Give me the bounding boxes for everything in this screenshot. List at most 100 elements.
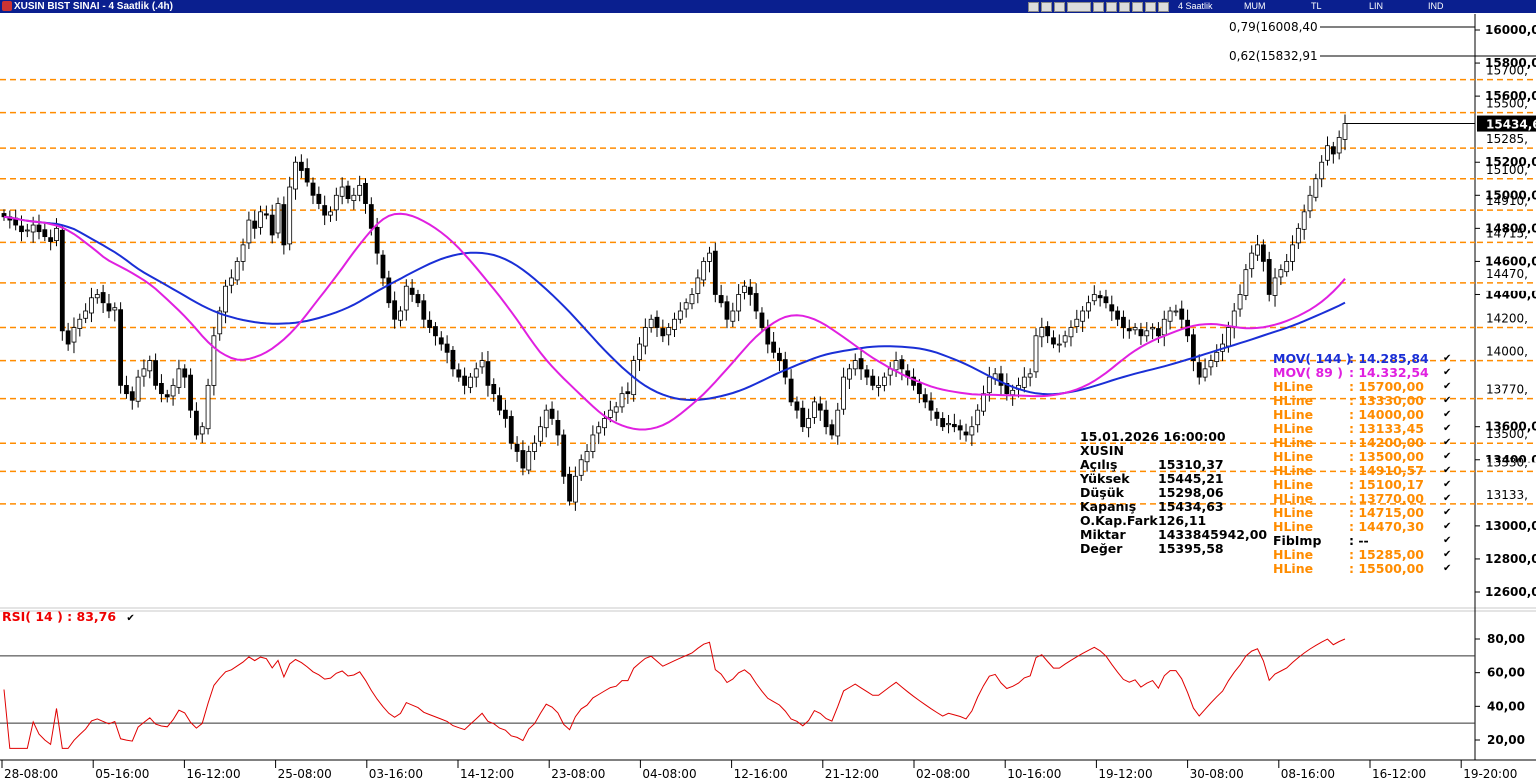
check-icon[interactable]: ✔ <box>1443 423 1452 434</box>
y-tick-label: 16000,0 <box>1485 23 1536 37</box>
x-tick-label: 28-08:00 <box>4 767 58 781</box>
legend-row[interactable]: MOV( 89 ): 14.332,54 ✔ <box>1273 366 1453 380</box>
toolbar-icon[interactable] <box>1067 1 1091 12</box>
x-tick-label: 02-08:00 <box>916 767 970 781</box>
candle-body <box>1173 310 1179 313</box>
toolbar-ind[interactable]: IND <box>1428 1 1444 11</box>
check-icon[interactable]: ✔ <box>126 613 135 624</box>
candle-body <box>555 420 561 436</box>
y-tick-label: 15000,0 <box>1485 188 1536 202</box>
legend-row[interactable]: HLine: 14910,57 ✔ <box>1273 464 1453 478</box>
rsi-y-tick-label: 80,00 <box>1487 632 1525 646</box>
legend-row[interactable]: MOV( 144 ): 14.285,84 ✔ <box>1273 352 1453 366</box>
candle-body <box>1027 373 1033 378</box>
candle-body <box>1330 146 1336 155</box>
legend-row[interactable]: HLine: 15285,00 ✔ <box>1273 548 1453 562</box>
candle-body <box>642 327 648 347</box>
legend-value: : 14910,57 <box>1349 463 1424 478</box>
check-icon[interactable]: ✔ <box>1443 395 1452 406</box>
info-value: 15434,63 <box>1158 499 1224 514</box>
legend-row[interactable]: HLine: 15500,00 ✔ <box>1273 562 1453 576</box>
legend-row[interactable]: HLine: 14715,00 ✔ <box>1273 506 1453 520</box>
candle-body <box>211 335 217 386</box>
hline-label: 14000, <box>1486 345 1528 359</box>
toolbar-icon[interactable] <box>1054 1 1065 12</box>
hline-label-bg <box>1477 274 1536 291</box>
legend-row[interactable]: HLine: 15100,17 ✔ <box>1273 478 1453 492</box>
candle-body <box>637 343 642 360</box>
toolbar-lin[interactable]: LIN <box>1369 1 1384 11</box>
check-icon[interactable]: ✔ <box>1443 479 1452 490</box>
legend-name: FibImp <box>1273 533 1322 548</box>
rsi-title: RSI( 14 ) : 83,76 ✔ <box>2 609 135 624</box>
toolbar-icon[interactable] <box>1093 1 1104 12</box>
candle-body <box>765 327 771 345</box>
check-icon[interactable]: ✔ <box>1443 507 1452 518</box>
toolbar-icon[interactable] <box>1158 1 1169 12</box>
check-icon[interactable]: ✔ <box>1443 437 1452 448</box>
candle-body <box>491 383 497 395</box>
hline-label-pad <box>1477 494 1536 499</box>
candle-body <box>1342 123 1348 140</box>
check-icon[interactable]: ✔ <box>1443 521 1452 532</box>
toolbar-icon[interactable] <box>1028 1 1039 12</box>
toolbar-period[interactable]: 4 Saatlik <box>1178 1 1213 11</box>
info-value: 15298,06 <box>1158 485 1224 500</box>
info-row: Değer 15395,58 <box>1080 542 1267 556</box>
candle-body <box>777 352 782 361</box>
check-icon[interactable]: ✔ <box>1443 549 1452 560</box>
candle-body <box>1080 310 1086 322</box>
legend-value: : 14470,30 <box>1349 519 1424 534</box>
candle-body <box>1295 227 1301 244</box>
toolbar-icon[interactable] <box>1106 1 1117 12</box>
toolbar-icon[interactable] <box>1041 1 1052 12</box>
candle-body <box>415 294 421 304</box>
check-icon[interactable]: ✔ <box>1443 535 1452 546</box>
legend-row[interactable]: HLine: 13133,45 ✔ <box>1273 422 1453 436</box>
candle-body <box>1010 389 1016 396</box>
candle-body <box>759 312 765 328</box>
check-icon[interactable]: ✔ <box>1443 493 1452 504</box>
check-icon[interactable]: ✔ <box>1443 563 1452 574</box>
candle-body <box>398 310 403 321</box>
check-icon[interactable]: ✔ <box>1443 367 1452 378</box>
toolbar-icon[interactable] <box>1132 1 1143 12</box>
toolbar-tl[interactable]: TL <box>1311 1 1322 11</box>
info-key: O.Kap.Fark <box>1080 513 1158 528</box>
legend-row[interactable]: FibImp: -- ✔ <box>1273 534 1453 548</box>
toolbar-icon[interactable] <box>1119 1 1130 12</box>
x-tick-label: 03-16:00 <box>369 767 423 781</box>
candle-body <box>30 224 36 233</box>
legend-row[interactable]: HLine: 13770,00 ✔ <box>1273 492 1453 506</box>
legend-value: : 15500,00 <box>1349 561 1424 576</box>
legend-row[interactable]: HLine: 14470,30 ✔ <box>1273 520 1453 534</box>
candle-body <box>298 161 304 171</box>
legend-name: MOV( 144 ) <box>1273 351 1352 366</box>
candle-body <box>829 424 835 436</box>
legend-row[interactable]: HLine: 13330,00 ✔ <box>1273 394 1453 408</box>
hline-label: 15100, <box>1486 163 1528 177</box>
candle-body <box>742 285 747 293</box>
candle-body <box>1325 145 1330 161</box>
legend-row[interactable]: HLine: 14200,00 ✔ <box>1273 436 1453 450</box>
legend-name: HLine <box>1273 435 1314 450</box>
candle-body <box>1231 310 1237 328</box>
check-icon[interactable]: ✔ <box>1443 451 1452 462</box>
check-icon[interactable]: ✔ <box>1443 465 1452 476</box>
candle-body <box>263 213 269 216</box>
legend-value: : 14.285,84 <box>1349 351 1429 366</box>
legend-row[interactable]: HLine: 14000,00 ✔ <box>1273 408 1453 422</box>
check-icon[interactable]: ✔ <box>1443 381 1452 392</box>
candle-body <box>753 293 759 312</box>
legend-row[interactable]: HLine: 15700,00 ✔ <box>1273 380 1453 394</box>
toolbar-mum[interactable]: MUM <box>1244 1 1266 11</box>
candle-body <box>328 211 333 216</box>
legend-row[interactable]: HLine: 13500,00 ✔ <box>1273 450 1453 464</box>
check-icon[interactable]: ✔ <box>1443 409 1452 420</box>
candle-body <box>147 360 153 372</box>
check-icon[interactable]: ✔ <box>1443 353 1452 364</box>
toolbar-icon[interactable] <box>1145 1 1156 12</box>
candle-body <box>89 297 94 314</box>
candle-body <box>444 343 450 353</box>
